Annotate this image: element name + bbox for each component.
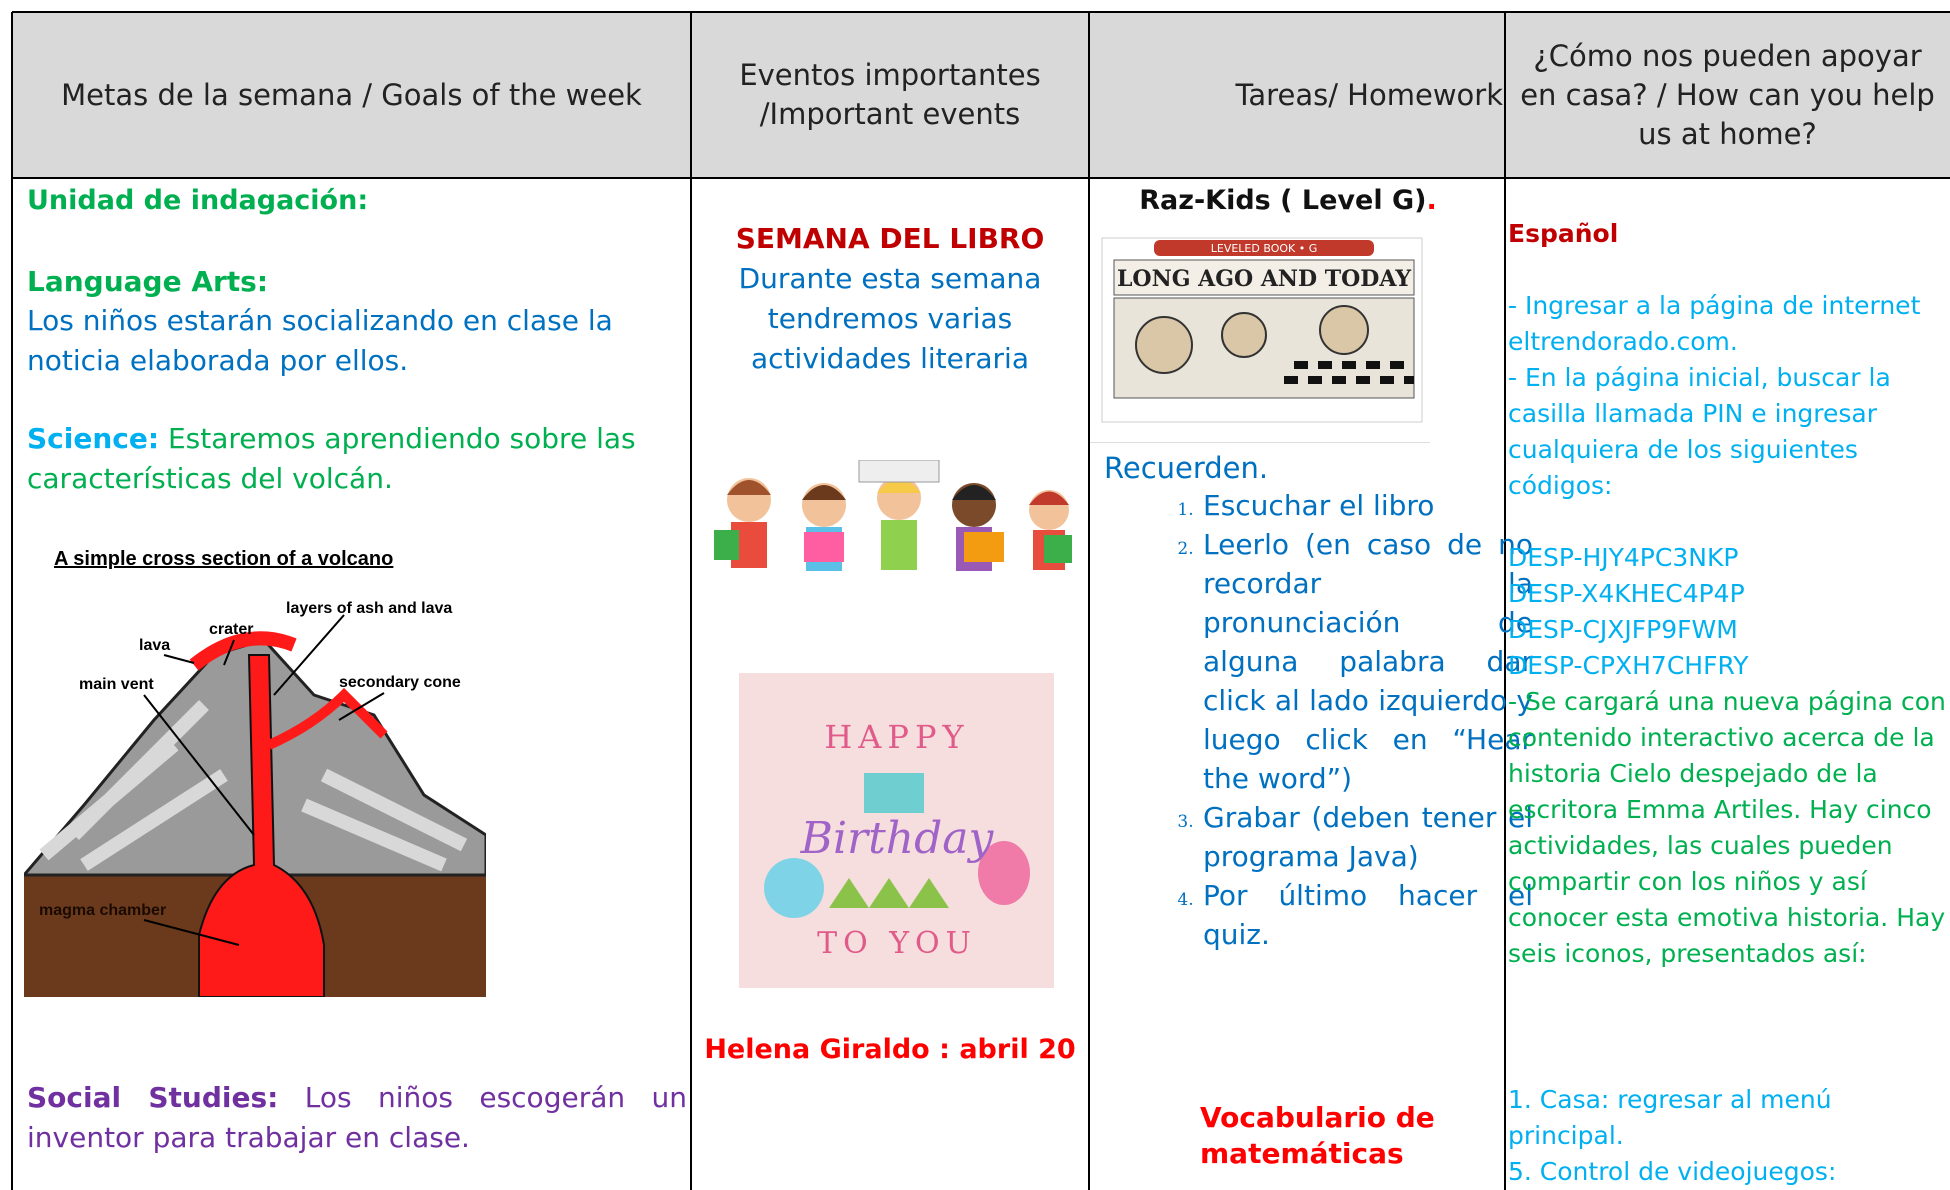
science-paragraph: Science: Estaremos aprendiendo sobre las… — [27, 419, 687, 499]
cover-checker — [1284, 361, 1414, 384]
card-text: HAPPY — [824, 718, 969, 756]
table-border — [690, 12, 692, 1190]
section-label: Language Arts: — [27, 265, 269, 298]
kid — [858, 460, 940, 570]
graphic-part — [804, 532, 844, 562]
graphic-part — [727, 480, 771, 495]
reminder: Recuerden. — [1104, 451, 1269, 485]
gift — [864, 773, 924, 813]
cover-figure — [1135, 316, 1193, 374]
graphic-part — [1029, 491, 1069, 505]
graphic-part: HAPPY Birthday TO YOU — [800, 718, 995, 961]
section-label: Social Studies: — [27, 1081, 279, 1114]
card-text: TO YOU — [817, 926, 977, 961]
homework-title: Raz-Kids ( Level G). — [1089, 181, 1487, 221]
code: DESP-HJY4PC3NKP — [1508, 543, 1739, 572]
graphic-part — [802, 485, 846, 500]
card-text: Birthday — [800, 813, 995, 864]
events-title: SEMANA DEL LIBRO — [735, 222, 1045, 255]
step: Escuchar el libro — [1199, 486, 1533, 525]
graphic-part — [1044, 535, 1072, 563]
header-cell: Tareas/ Homework — [1089, 12, 1505, 178]
graphic-part — [881, 520, 917, 570]
graphic-part — [858, 460, 940, 483]
book-cover: LEVELED BOOK • G LONG AGO AND TODAY — [1101, 237, 1423, 423]
support-item: - En la página inicial, buscar la casill… — [1508, 363, 1891, 500]
kid — [952, 483, 1004, 571]
code: DESP-X4KHEC4P4P — [1508, 579, 1745, 608]
kid — [1029, 490, 1072, 570]
graphic-part — [714, 530, 739, 560]
magma — [198, 654, 325, 997]
diagram-label: main vent — [79, 676, 154, 693]
homework-steps: Escuchar el libro Leerlo (en caso de no … — [1157, 486, 1533, 954]
support-description: - Se cargará una nueva página con conten… — [1508, 687, 1946, 968]
step: Por último hacer el quiz. — [1199, 876, 1533, 954]
volcano-diagram: A simple cross section of a volcano laye… — [24, 548, 486, 997]
birthday-card: HAPPY Birthday TO YOU — [739, 673, 1054, 988]
step: Leerlo (en caso de no recordar la pronun… — [1199, 525, 1533, 798]
header-cell: Metas de la semana / Goals of the week — [12, 12, 691, 178]
table-border — [1504, 12, 1506, 1190]
events-text: Durante esta semana tendremos varias act… — [738, 262, 1042, 375]
table-border — [12, 177, 1950, 179]
graphic-part — [952, 485, 996, 500]
kid — [802, 483, 846, 571]
ash-layer — [39, 700, 468, 872]
graphic-part — [964, 532, 1004, 562]
header-cell: Eventos importantes /Important events — [691, 12, 1089, 178]
cover-banner — [1154, 240, 1374, 256]
table-border — [11, 12, 13, 1190]
diagram-title: A simple cross section of a volcano — [54, 548, 393, 570]
diagram-label: magma chamber — [39, 902, 166, 919]
kids-reading-illustration — [714, 460, 1072, 571]
unit-label: Unidad de indagación: — [27, 185, 369, 216]
header-cell: ¿Cómo nos pueden apoyar en casa? / How c… — [1505, 12, 1950, 178]
social-paragraph: Social Studies: Los niños escogerán un i… — [27, 1078, 687, 1158]
balloon — [764, 858, 824, 918]
cover-figure — [1221, 312, 1267, 358]
header-text: Tareas/ Homework — [1235, 77, 1504, 112]
code: DESP-CPXH7CHFRY — [1508, 651, 1749, 680]
homework-title-end: . — [1426, 185, 1437, 216]
crater-lava — [189, 631, 297, 671]
code: DESP-CJXJFP9FWM — [1508, 615, 1738, 644]
header-text: ¿Cómo nos pueden apoyar en casa? / How c… — [1520, 38, 1935, 151]
step: Grabar (deben tener el programa Java) — [1199, 798, 1533, 876]
cover-figure — [1319, 305, 1369, 355]
header-text: Eventos importantes /Important events — [739, 58, 1041, 131]
cover-title: LONG AGO AND TODAY — [1117, 266, 1411, 292]
header-text: Metas de la semana / Goals of the week — [61, 77, 642, 112]
table-border — [1088, 12, 1090, 1190]
support-heading: Español — [1508, 219, 1619, 248]
section-text: Los niños escogerán un inventor para tra… — [27, 1081, 687, 1154]
leader-line — [143, 614, 385, 946]
separator — [1090, 442, 1430, 443]
diagram-label: layers of ash and lava — [286, 600, 452, 617]
support-item: - Ingresar a la página de internet eltre… — [1508, 291, 1921, 356]
code-list: DESP-HJY4PC3NKP DESP-X4KHEC4P4P DESP-CJX… — [1508, 540, 1950, 684]
secondary-vent — [266, 687, 388, 750]
vocab-title: Vocabulario de matemáticas — [1200, 1101, 1435, 1170]
balloon — [978, 841, 1030, 905]
card-background — [739, 673, 1054, 988]
diagram-label: lava — [139, 637, 170, 654]
section-text: Estaremos aprendiendo sobre las caracter… — [27, 422, 636, 495]
section-label: Science: — [27, 422, 160, 455]
cover-title-box — [1113, 259, 1415, 296]
table-border — [12, 11, 1950, 13]
graphic-part: A simple cross section of a volcano laye… — [39, 548, 461, 919]
kid — [714, 478, 771, 568]
cover-banner-text: LEVELED BOOK • G — [1211, 242, 1318, 255]
diagram-label: secondary cone — [339, 674, 461, 691]
section-text: Los niños estarán socializando en clase … — [27, 304, 613, 377]
icon-item: 5. Control de videojuegos: — [1508, 1157, 1837, 1186]
birthday-name: Helena Giraldo : abril 20 — [704, 1034, 1076, 1065]
homework-title-text: Raz-Kids ( Level G) — [1139, 185, 1427, 216]
bunting — [829, 878, 949, 908]
diagram-label: crater — [209, 621, 253, 638]
icon-item: 1. Casa: regresar al menú principal. — [1508, 1085, 1832, 1150]
